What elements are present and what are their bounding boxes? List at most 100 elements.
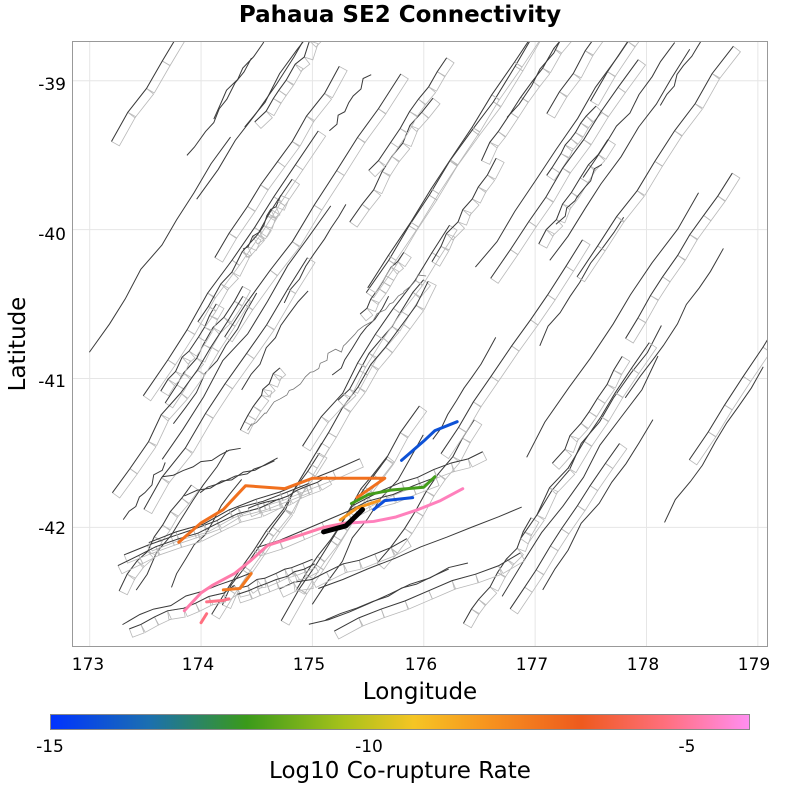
fault-section-box bbox=[597, 215, 625, 252]
fault-section-box bbox=[565, 239, 591, 272]
co-rupture-fault bbox=[349, 475, 437, 506]
fault-section-box bbox=[384, 323, 411, 354]
fault-section-box bbox=[545, 167, 572, 203]
fault-trace bbox=[576, 45, 734, 278]
chart-title: Pahaua SE2 Connectivity bbox=[238, 2, 562, 28]
fault-section-box bbox=[570, 131, 584, 145]
fault-trace bbox=[501, 355, 659, 597]
map-plot-area[interactable] bbox=[72, 41, 768, 647]
fault-trace bbox=[129, 584, 235, 630]
fault-trace bbox=[359, 252, 405, 315]
fault-section-box bbox=[110, 111, 137, 147]
fault-trace bbox=[463, 517, 532, 624]
fault-trace bbox=[542, 419, 654, 591]
fault-trace bbox=[688, 339, 767, 461]
fault-trace bbox=[224, 73, 402, 338]
fault-trace bbox=[302, 225, 450, 447]
fault-map-svg bbox=[73, 42, 767, 646]
fault-trace bbox=[148, 458, 360, 544]
fault-section-box bbox=[553, 42, 572, 55]
fault-trace bbox=[549, 48, 691, 261]
fault-trace bbox=[117, 498, 280, 567]
fault-section-box bbox=[604, 443, 628, 470]
fault-section-box bbox=[143, 477, 170, 515]
fault-section-box bbox=[280, 588, 308, 626]
x-tick-label: 174 bbox=[181, 655, 215, 675]
fault-trace bbox=[536, 325, 662, 516]
fault-section-box bbox=[546, 167, 560, 181]
fault-section-box bbox=[616, 190, 645, 223]
fault-trace bbox=[239, 367, 281, 431]
fault-section-box bbox=[606, 42, 636, 78]
co-rupture-fault bbox=[372, 496, 415, 512]
fault-trace bbox=[199, 460, 275, 494]
fault-trace bbox=[247, 476, 328, 509]
fault-section-box bbox=[118, 573, 136, 596]
fault-section-box bbox=[291, 204, 323, 247]
fault-section-box bbox=[231, 251, 251, 277]
fault-section-box bbox=[451, 573, 479, 590]
fault-trace bbox=[365, 42, 530, 293]
fault-section-box bbox=[490, 345, 520, 383]
fault-section-box bbox=[762, 339, 767, 351]
fault-section-box bbox=[272, 89, 287, 105]
coastline bbox=[247, 274, 427, 431]
x-tick-label: 175 bbox=[292, 655, 326, 675]
colorbar bbox=[50, 714, 750, 730]
fault-section-box bbox=[535, 545, 559, 576]
fault-section-box bbox=[560, 505, 586, 535]
fault-section-box bbox=[428, 160, 459, 201]
fault-trace bbox=[506, 42, 561, 118]
colorbar-tick-label: -10 bbox=[355, 737, 383, 757]
fault-trace bbox=[213, 42, 265, 120]
fault-trace bbox=[546, 42, 593, 114]
fault-section-box bbox=[654, 130, 683, 167]
fault-section-box bbox=[742, 346, 767, 383]
fault-trace bbox=[555, 164, 603, 225]
fault-section-box bbox=[358, 608, 386, 627]
co-rupture-fault bbox=[199, 612, 209, 625]
fault-section-box bbox=[285, 63, 304, 86]
fault-trace bbox=[664, 366, 764, 523]
fault-section-box bbox=[662, 254, 686, 283]
y-tick-label: -41 bbox=[38, 372, 66, 392]
co-rupture-fault bbox=[205, 597, 231, 604]
fault-trace bbox=[520, 342, 650, 539]
fault-trace bbox=[481, 42, 560, 161]
fault-section-box bbox=[388, 225, 418, 266]
fault-trace bbox=[367, 42, 529, 289]
fault-trace bbox=[244, 42, 304, 128]
fault-section-box bbox=[617, 59, 647, 94]
fault-section-box bbox=[111, 468, 138, 499]
fault-section-box bbox=[370, 346, 393, 371]
y-tick-label: -39 bbox=[38, 75, 66, 95]
fault-section-box bbox=[428, 580, 457, 600]
fault-trace bbox=[315, 281, 429, 454]
fault-section-box bbox=[449, 129, 481, 167]
fault-section-box bbox=[377, 281, 391, 294]
fault-trace bbox=[376, 419, 475, 564]
x-axis-label: Longitude bbox=[362, 679, 478, 705]
fault-trace bbox=[311, 434, 424, 605]
fault-section-box bbox=[127, 87, 155, 119]
fault-section-box bbox=[356, 108, 387, 144]
fault-trace bbox=[283, 204, 347, 304]
fault-section-box bbox=[600, 86, 627, 118]
fault-trace bbox=[112, 296, 244, 493]
y-axis-label: Latitude bbox=[5, 296, 31, 392]
fault-section-box bbox=[529, 294, 556, 326]
colorbar-label: Log10 Co-rupture Rate bbox=[269, 758, 531, 784]
fault-section-box bbox=[313, 170, 345, 211]
fault-section-box bbox=[636, 160, 664, 196]
fault-trace bbox=[122, 462, 166, 520]
fault-section-box bbox=[514, 42, 540, 68]
fault-trace bbox=[111, 42, 175, 142]
fault-section-box bbox=[204, 383, 234, 419]
co-rupture-fault bbox=[349, 487, 465, 525]
fault-trace bbox=[552, 356, 623, 464]
fault-section-box bbox=[247, 405, 262, 421]
fault-trace bbox=[196, 42, 304, 200]
fault-section-box bbox=[528, 196, 554, 228]
fault-section-box bbox=[564, 138, 579, 152]
fault-section-box bbox=[583, 416, 609, 447]
